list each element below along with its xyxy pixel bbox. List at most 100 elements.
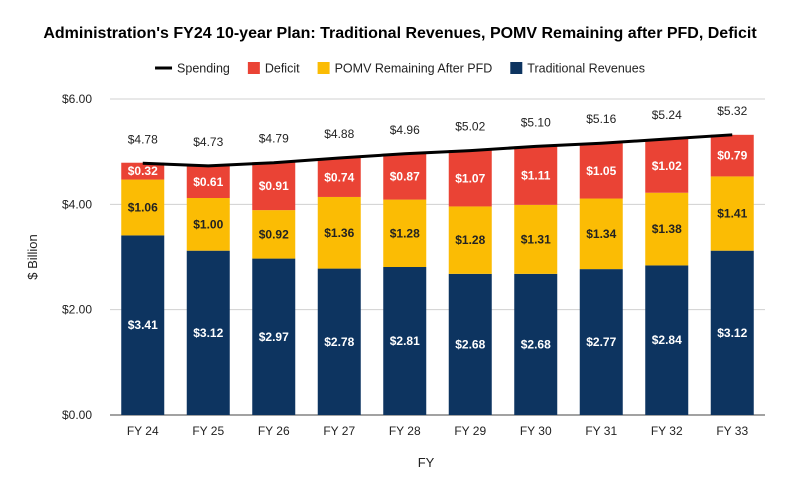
legend-item: Traditional Revenues [510, 62, 645, 76]
y-tick-label: $4.00 [62, 197, 92, 211]
bars: $3.41 $1.06 $0.32 $3.12 $1.00 $0.61 $2.97 $0.92… [121, 134, 754, 415]
x-tick-label: FY 31 [585, 424, 617, 438]
bar-label-pomv-remaining-after-pfd: $1.38 [652, 222, 682, 236]
bar-label-traditional-revenues: $2.68 [521, 337, 551, 351]
x-tick-label: FY 24 [127, 424, 159, 438]
x-tick-label: FY 26 [258, 424, 290, 438]
bar-pomv-remaining-after-pfd [317, 196, 361, 269]
bar-deficit [579, 143, 623, 199]
x-tick-label: FY 28 [389, 424, 421, 438]
bar-label-pomv-remaining-after-pfd: $1.06 [128, 200, 158, 214]
bar-label-deficit: $1.02 [652, 159, 682, 173]
bar-label-deficit: $0.74 [324, 170, 354, 184]
y-tick-label: $0.00 [62, 408, 92, 422]
bar-label-pomv-remaining-after-pfd: $1.00 [193, 217, 223, 231]
bar-traditional-revenues [186, 250, 230, 415]
bar-label-deficit: $0.32 [128, 164, 158, 178]
bar-deficit [317, 157, 361, 197]
bar-label-deficit: $1.05 [586, 164, 616, 178]
spending-label: $4.96 [390, 123, 420, 137]
bar-label-pomv-remaining-after-pfd: $1.36 [324, 226, 354, 240]
bar-label-traditional-revenues: $2.97 [259, 330, 289, 344]
bar-label-pomv-remaining-after-pfd: $1.31 [521, 232, 551, 246]
legend-label: Traditional Revenues [527, 62, 645, 76]
bar-pomv-remaining-after-pfd [579, 198, 623, 270]
bar-label-deficit: $0.61 [193, 175, 223, 189]
bar-pomv-remaining-after-pfd [252, 210, 296, 259]
x-axis-title: FY [418, 455, 435, 470]
bar-pomv-remaining-after-pfd [186, 198, 230, 251]
bar-pomv-remaining-after-pfd [710, 176, 754, 251]
bar-deficit [645, 139, 689, 193]
x-tick-label: FY 25 [192, 424, 224, 438]
bar-label-traditional-revenues: $3.12 [717, 326, 747, 340]
spending-label: $4.88 [324, 127, 354, 141]
bar-deficit [448, 150, 492, 207]
bar-label-traditional-revenues: $2.68 [455, 337, 485, 351]
legend-item: POMV Remaining After PFD [317, 62, 493, 76]
y-tick-label: $2.00 [62, 303, 92, 317]
spending-line-group: $4.78 $4.73 $4.79 $4.88 $4.96 $5.02 $5.10 $5.16… [128, 104, 748, 168]
bar-deficit [514, 146, 558, 205]
x-axis-ticks: FY 24 FY 25 FY 26 FY 27 FY 28 FY 29 FY 30 FY 31… [127, 424, 749, 438]
bar-label-traditional-revenues: $3.41 [128, 318, 158, 332]
spending-line [142, 133, 733, 168]
chart-title: Administration's FY24 10-year Plan: Trad… [43, 25, 757, 42]
bar-deficit [710, 134, 754, 177]
bar-traditional-revenues [579, 269, 623, 415]
bar-traditional-revenues [317, 268, 361, 415]
legend-label: POMV Remaining After PFD [335, 62, 493, 76]
spending-label: $5.16 [586, 112, 616, 126]
legend-swatch [317, 62, 330, 74]
x-tick-label: FY 32 [651, 424, 683, 438]
bar-traditional-revenues [514, 273, 558, 415]
x-tick-label: FY 30 [520, 424, 552, 438]
y-axis-title: $ Billion [25, 234, 40, 280]
bar-label-traditional-revenues: $2.78 [324, 335, 354, 349]
spending-label: $5.02 [455, 120, 485, 134]
spending-label: $4.79 [259, 132, 289, 146]
bar-deficit [383, 153, 427, 200]
bar-label-traditional-revenues: $2.77 [586, 335, 616, 349]
bar-label-pomv-remaining-after-pfd: $1.41 [717, 207, 747, 221]
x-tick-label: FY 27 [323, 424, 355, 438]
bar-label-deficit: $0.91 [259, 179, 289, 193]
y-axis-ticks: $0.00 $2.00 $4.00 $6.00 [62, 92, 92, 422]
legend-item: Spending [155, 62, 230, 76]
x-tick-label: FY 33 [716, 424, 748, 438]
spending-label: $4.73 [193, 135, 223, 149]
bar-label-traditional-revenues: $2.84 [652, 333, 682, 347]
bar-pomv-remaining-after-pfd [383, 199, 427, 268]
bar-label-pomv-remaining-after-pfd: $1.28 [390, 226, 420, 240]
bar-label-pomv-remaining-after-pfd: $0.92 [259, 227, 289, 241]
legend-swatch [247, 62, 260, 74]
bar-traditional-revenues [448, 273, 492, 415]
legend-item: Deficit [247, 62, 300, 76]
bar-label-pomv-remaining-after-pfd: $1.34 [586, 227, 616, 241]
bar-deficit [252, 162, 296, 211]
legend-label: Spending [177, 62, 230, 76]
legend: Spending Deficit POMV Remaining After PFD T… [155, 62, 645, 76]
spending-label: $5.24 [652, 108, 682, 122]
bar-traditional-revenues [710, 250, 754, 415]
bar-deficit [186, 165, 230, 199]
bar-traditional-revenues [383, 267, 427, 415]
bar-pomv-remaining-after-pfd [121, 179, 165, 236]
bar-pomv-remaining-after-pfd [448, 206, 492, 274]
bar-traditional-revenues [121, 235, 165, 415]
spending-label: $5.32 [717, 104, 747, 118]
spending-label: $5.10 [521, 115, 551, 129]
y-tick-label: $6.00 [62, 92, 92, 106]
bar-pomv-remaining-after-pfd [645, 192, 689, 266]
bar-label-traditional-revenues: $2.81 [390, 334, 420, 348]
legend-swatch [510, 62, 523, 74]
bar-label-deficit: $1.07 [455, 171, 485, 185]
bar-traditional-revenues [252, 258, 296, 415]
spending-label: $4.78 [128, 132, 158, 146]
bar-label-deficit: $0.87 [390, 170, 420, 184]
bar-label-deficit: $1.11 [521, 169, 551, 183]
bar-deficit [121, 162, 165, 180]
bar-traditional-revenues [645, 265, 689, 415]
bar-pomv-remaining-after-pfd [514, 204, 558, 274]
